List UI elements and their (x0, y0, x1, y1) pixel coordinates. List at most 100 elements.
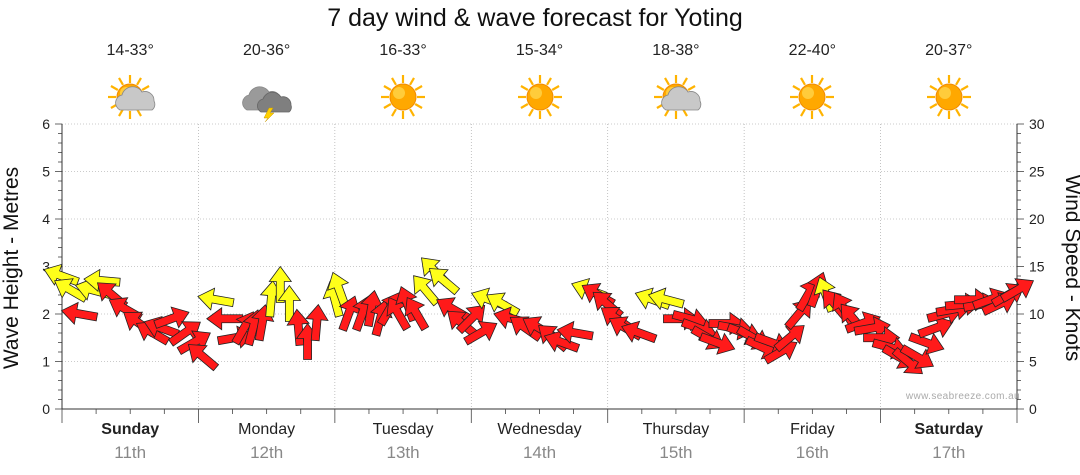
day-date: 13th (386, 443, 420, 462)
day-temp-range: 20-36° (242, 42, 291, 59)
day-name: Friday (790, 421, 835, 438)
wind-arrow-shape (60, 301, 99, 325)
wind-arrow (360, 289, 384, 328)
wind-arrow (143, 315, 180, 339)
day-name: Tuesday (372, 421, 434, 438)
site-credit: www.seabreeze.com.au (905, 391, 1020, 402)
right-tick-label: 30 (1029, 116, 1045, 132)
wind-arrow-shape (305, 303, 329, 342)
day-temp-range: 15-34° (515, 42, 564, 59)
wind-arrow (60, 301, 99, 325)
wind-arrow (773, 325, 805, 353)
wind-arrow-shape (197, 287, 235, 311)
wind-arrow-shape (621, 320, 658, 344)
partly-cloudy-icon (108, 75, 156, 119)
wind-arrow (908, 332, 945, 355)
left-tick-label: 1 (42, 354, 50, 370)
left-tick-label: 5 (42, 164, 50, 180)
left-tick-label: 6 (42, 116, 50, 132)
left-tick-label: 2 (42, 306, 50, 322)
wind-arrow-shape (699, 332, 736, 355)
wind-arrow-shape (168, 321, 201, 347)
day-name: Thursday (642, 421, 710, 438)
right-tick-label: 0 (1029, 401, 1037, 417)
left-tick-label: 0 (42, 401, 50, 417)
right-tick-label: 5 (1029, 354, 1037, 370)
left-tick-label: 4 (42, 211, 50, 227)
wind-arrow-shape (899, 344, 934, 369)
day-temp-range: 18-38° (652, 42, 700, 59)
day-date: 11th (114, 443, 147, 462)
sun-icon (517, 75, 562, 119)
wind-arrow (404, 296, 430, 332)
day-date: 17th (932, 443, 966, 462)
day-name: Saturday (914, 421, 984, 438)
wind-arrow (486, 292, 521, 318)
wind-arrow (168, 321, 201, 347)
day-name: Sunday (101, 421, 160, 438)
wind-arrow (206, 306, 244, 331)
wind-arrow (455, 304, 486, 335)
wind-arrow (187, 344, 220, 372)
right-tick-label: 25 (1029, 164, 1045, 180)
wind-arrow-shape (917, 315, 954, 339)
right-tick-label: 15 (1029, 259, 1045, 275)
wind-arrow (413, 275, 441, 307)
grid-lines (62, 123, 1017, 409)
wind-arrow-shape (463, 320, 498, 346)
day-temp-range: 16-33° (379, 42, 427, 59)
left-tick-label: 3 (42, 259, 50, 275)
wind-arrow-shape (556, 320, 594, 344)
day-temp-range: 22-40° (788, 42, 836, 59)
wind-arrow (699, 332, 736, 355)
sun-icon (790, 75, 835, 119)
wind-arrow-shape (413, 275, 441, 307)
day-date: 12th (250, 443, 284, 462)
day-date: 16th (795, 443, 829, 462)
wind-arrow (999, 278, 1035, 303)
day-temp-range: 20-37° (925, 42, 973, 59)
wind-arrow-shape (360, 289, 384, 328)
wind-arrow (621, 320, 658, 344)
wind-arrow-shape (999, 278, 1035, 303)
day-name: Wednesday (497, 421, 582, 438)
wind-arrow-shape (428, 268, 461, 296)
wind-arrow (463, 320, 498, 346)
day-temp-range: 14-33° (106, 42, 154, 59)
day-date: 14th (522, 443, 557, 462)
wind-arrow-shape (773, 325, 805, 353)
wind-arrow (899, 344, 934, 369)
wind-arrow (197, 287, 235, 311)
day-date: 15th (659, 443, 693, 462)
wind-arrow-shape (486, 292, 521, 318)
wind-arrow (647, 287, 685, 311)
sun-icon (381, 75, 426, 119)
wind-arrow (543, 330, 581, 353)
day-name: Monday (238, 421, 296, 438)
wind-arrow-shape (543, 330, 581, 353)
wind-arrow-shape (647, 287, 685, 311)
wind-arrow-shape (206, 306, 244, 331)
wind-arrow-shape (187, 344, 220, 372)
wind-arrows (43, 257, 1035, 375)
wind-arrow (853, 316, 891, 340)
wind-arrow (917, 315, 954, 339)
wind-arrow-shape (153, 306, 190, 329)
storm-cloud-icon (241, 86, 292, 122)
wind-arrow (153, 306, 190, 329)
right-tick-label: 10 (1029, 306, 1045, 322)
sun-icon (926, 75, 971, 119)
wind-arrow (305, 303, 329, 342)
wind-arrow-shape (908, 332, 945, 355)
axes: 0 01 52 103 154 205 256 30 (42, 116, 1045, 423)
wind-arrow (428, 268, 461, 296)
wind-arrow-shape (143, 315, 180, 339)
wind-arrow-shape (455, 304, 486, 335)
partly-cloudy-icon (653, 75, 702, 119)
chart-title: 7 day wind & wave forecast for Yoting (327, 4, 743, 32)
right-tick-label: 20 (1029, 211, 1045, 227)
wind-arrow-shape (853, 316, 891, 340)
wind-arrow-shape (404, 296, 430, 332)
wind-arrow (556, 320, 594, 344)
